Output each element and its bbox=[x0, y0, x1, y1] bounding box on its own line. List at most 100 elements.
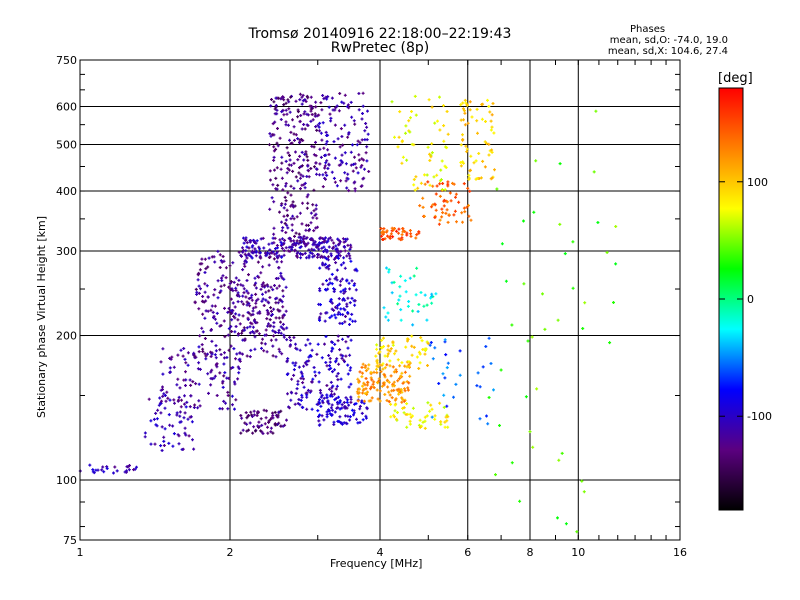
data-point bbox=[241, 284, 245, 288]
data-point bbox=[126, 465, 130, 469]
data-point bbox=[435, 173, 439, 177]
data-point bbox=[179, 405, 183, 409]
data-point bbox=[408, 229, 412, 232]
data-point bbox=[254, 321, 257, 325]
data-point bbox=[274, 104, 278, 107]
data-point bbox=[289, 217, 293, 221]
data-point bbox=[380, 346, 384, 350]
data-point bbox=[115, 469, 119, 473]
data-point bbox=[469, 218, 473, 222]
data-point bbox=[445, 404, 449, 408]
data-point bbox=[389, 347, 393, 351]
x-tick-label: 16 bbox=[673, 546, 687, 559]
data-point bbox=[530, 335, 534, 339]
data-point bbox=[305, 195, 309, 199]
data-point bbox=[197, 382, 201, 386]
data-point bbox=[366, 109, 369, 113]
data-point bbox=[200, 262, 204, 266]
data-point bbox=[168, 423, 172, 427]
data-point bbox=[184, 384, 187, 387]
data-point bbox=[320, 241, 324, 245]
data-point bbox=[215, 365, 219, 369]
data-point bbox=[222, 319, 226, 323]
data-point bbox=[387, 380, 391, 384]
data-point bbox=[348, 353, 352, 357]
data-point bbox=[441, 211, 445, 215]
data-point bbox=[272, 145, 276, 149]
data-point bbox=[212, 293, 216, 297]
data-point bbox=[275, 251, 279, 255]
data-point bbox=[270, 309, 273, 313]
data-point bbox=[442, 405, 446, 409]
data-point bbox=[279, 167, 283, 171]
data-point bbox=[310, 144, 314, 148]
data-point bbox=[289, 95, 293, 99]
data-point bbox=[254, 281, 258, 285]
data-point bbox=[240, 300, 244, 304]
data-point bbox=[465, 103, 469, 107]
data-point bbox=[463, 123, 467, 127]
data-point bbox=[143, 431, 147, 435]
data-point bbox=[343, 123, 347, 127]
data-point bbox=[337, 251, 341, 255]
data-point bbox=[292, 186, 296, 190]
data-point bbox=[288, 110, 292, 114]
data-point bbox=[274, 147, 278, 151]
data-point bbox=[426, 364, 429, 367]
data-point bbox=[291, 214, 295, 218]
data-point bbox=[350, 279, 354, 283]
data-point bbox=[323, 166, 327, 170]
data-point bbox=[289, 184, 293, 188]
data-point bbox=[343, 405, 347, 409]
data-point bbox=[307, 248, 311, 252]
data-point bbox=[247, 273, 250, 277]
data-point bbox=[248, 304, 252, 308]
data-point bbox=[287, 245, 291, 249]
data-point bbox=[390, 396, 394, 400]
data-point bbox=[306, 124, 310, 127]
data-point bbox=[306, 223, 310, 227]
data-point bbox=[213, 317, 217, 321]
data-point bbox=[341, 288, 345, 292]
data-point bbox=[269, 314, 273, 317]
data-point bbox=[297, 171, 301, 175]
data-point bbox=[190, 420, 194, 424]
data-point bbox=[135, 465, 138, 469]
data-point bbox=[322, 146, 326, 150]
data-point bbox=[352, 413, 355, 417]
data-point bbox=[444, 415, 448, 419]
data-point bbox=[274, 301, 278, 305]
data-point bbox=[401, 398, 405, 401]
data-point bbox=[286, 151, 290, 155]
data-point bbox=[433, 202, 437, 206]
data-point bbox=[372, 370, 376, 374]
data-point bbox=[260, 423, 264, 427]
data-point bbox=[355, 143, 359, 147]
data-point bbox=[384, 315, 388, 319]
data-point bbox=[353, 122, 357, 126]
data-point bbox=[241, 352, 244, 356]
data-point bbox=[277, 266, 281, 269]
data-point bbox=[426, 145, 430, 149]
data-point bbox=[352, 411, 356, 415]
data-point bbox=[172, 432, 176, 436]
data-point bbox=[406, 304, 410, 308]
data-point bbox=[327, 162, 331, 166]
data-point bbox=[238, 359, 242, 363]
data-point bbox=[317, 423, 321, 427]
data-point bbox=[251, 325, 255, 329]
data-point bbox=[476, 371, 480, 375]
data-point bbox=[571, 240, 575, 244]
data-point bbox=[295, 254, 299, 258]
data-point bbox=[524, 395, 528, 399]
data-point bbox=[469, 154, 473, 158]
x-tick-label: 4 bbox=[377, 546, 384, 559]
data-point bbox=[251, 431, 255, 435]
data-point bbox=[177, 395, 181, 399]
data-point bbox=[466, 186, 470, 190]
data-point bbox=[283, 202, 287, 206]
data-point bbox=[388, 393, 392, 397]
data-point bbox=[444, 145, 448, 149]
data-point bbox=[418, 352, 422, 356]
data-point bbox=[360, 375, 364, 379]
